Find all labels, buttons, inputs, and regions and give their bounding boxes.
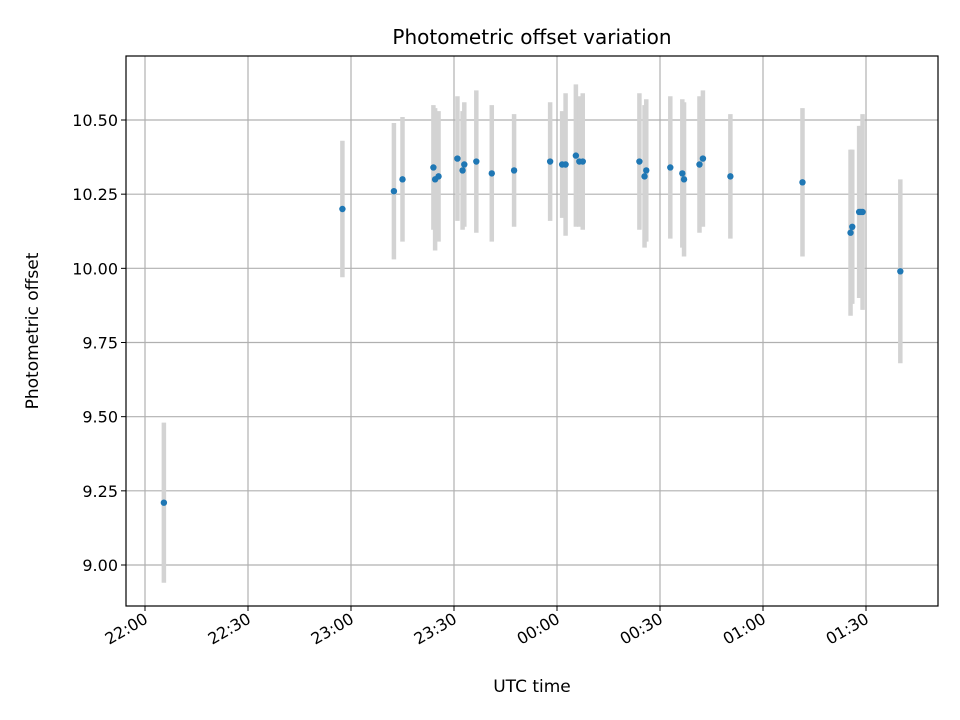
- data-point: [636, 158, 643, 165]
- data-point: [680, 176, 688, 183]
- data-point: [667, 164, 674, 171]
- data-point: [399, 176, 406, 183]
- x-axis-label: UTC time: [493, 677, 571, 697]
- data-point: [572, 152, 580, 159]
- chart-title: Photometric offset variation: [392, 25, 671, 49]
- data-point: [699, 155, 707, 162]
- data-point: [390, 188, 398, 195]
- data-point: [473, 158, 480, 165]
- data-point: [897, 268, 904, 275]
- data-point: [799, 179, 806, 186]
- data-point: [696, 161, 703, 168]
- data-point: [859, 208, 866, 216]
- data-point: [488, 170, 495, 177]
- y-tick-label: 9.25: [82, 482, 118, 501]
- y-tick-label: 10.25: [72, 185, 118, 204]
- y-tick-label: 9.50: [82, 408, 118, 427]
- plot-frame: [125, 55, 939, 607]
- y-axis-ticks: 9.00 9.25 9.50 9.75 10.00 10.25 10.50: [72, 111, 126, 575]
- y-tick-label: 9.75: [82, 334, 118, 353]
- data-point: [562, 161, 569, 168]
- data-point: [454, 155, 461, 162]
- y-axis-label: Photometric offset: [23, 252, 43, 409]
- data-point: [546, 158, 554, 165]
- data-point: [579, 158, 586, 165]
- data-point: [435, 173, 442, 180]
- data-point: [643, 167, 650, 174]
- data-point: [510, 167, 518, 174]
- y-tick-label: 10.50: [72, 111, 118, 130]
- data-points: [160, 152, 904, 506]
- data-point: [339, 205, 346, 213]
- data-point: [679, 170, 686, 177]
- data-point: [847, 229, 854, 236]
- data-point: [849, 223, 856, 230]
- data-point: [430, 164, 437, 171]
- data-point: [160, 499, 168, 506]
- y-tick-label: 10.00: [72, 259, 118, 278]
- data-point: [461, 161, 468, 168]
- y-tick-label: 9.00: [82, 556, 118, 575]
- data-point: [459, 167, 466, 174]
- data-point: [727, 173, 734, 180]
- data-point: [641, 173, 648, 180]
